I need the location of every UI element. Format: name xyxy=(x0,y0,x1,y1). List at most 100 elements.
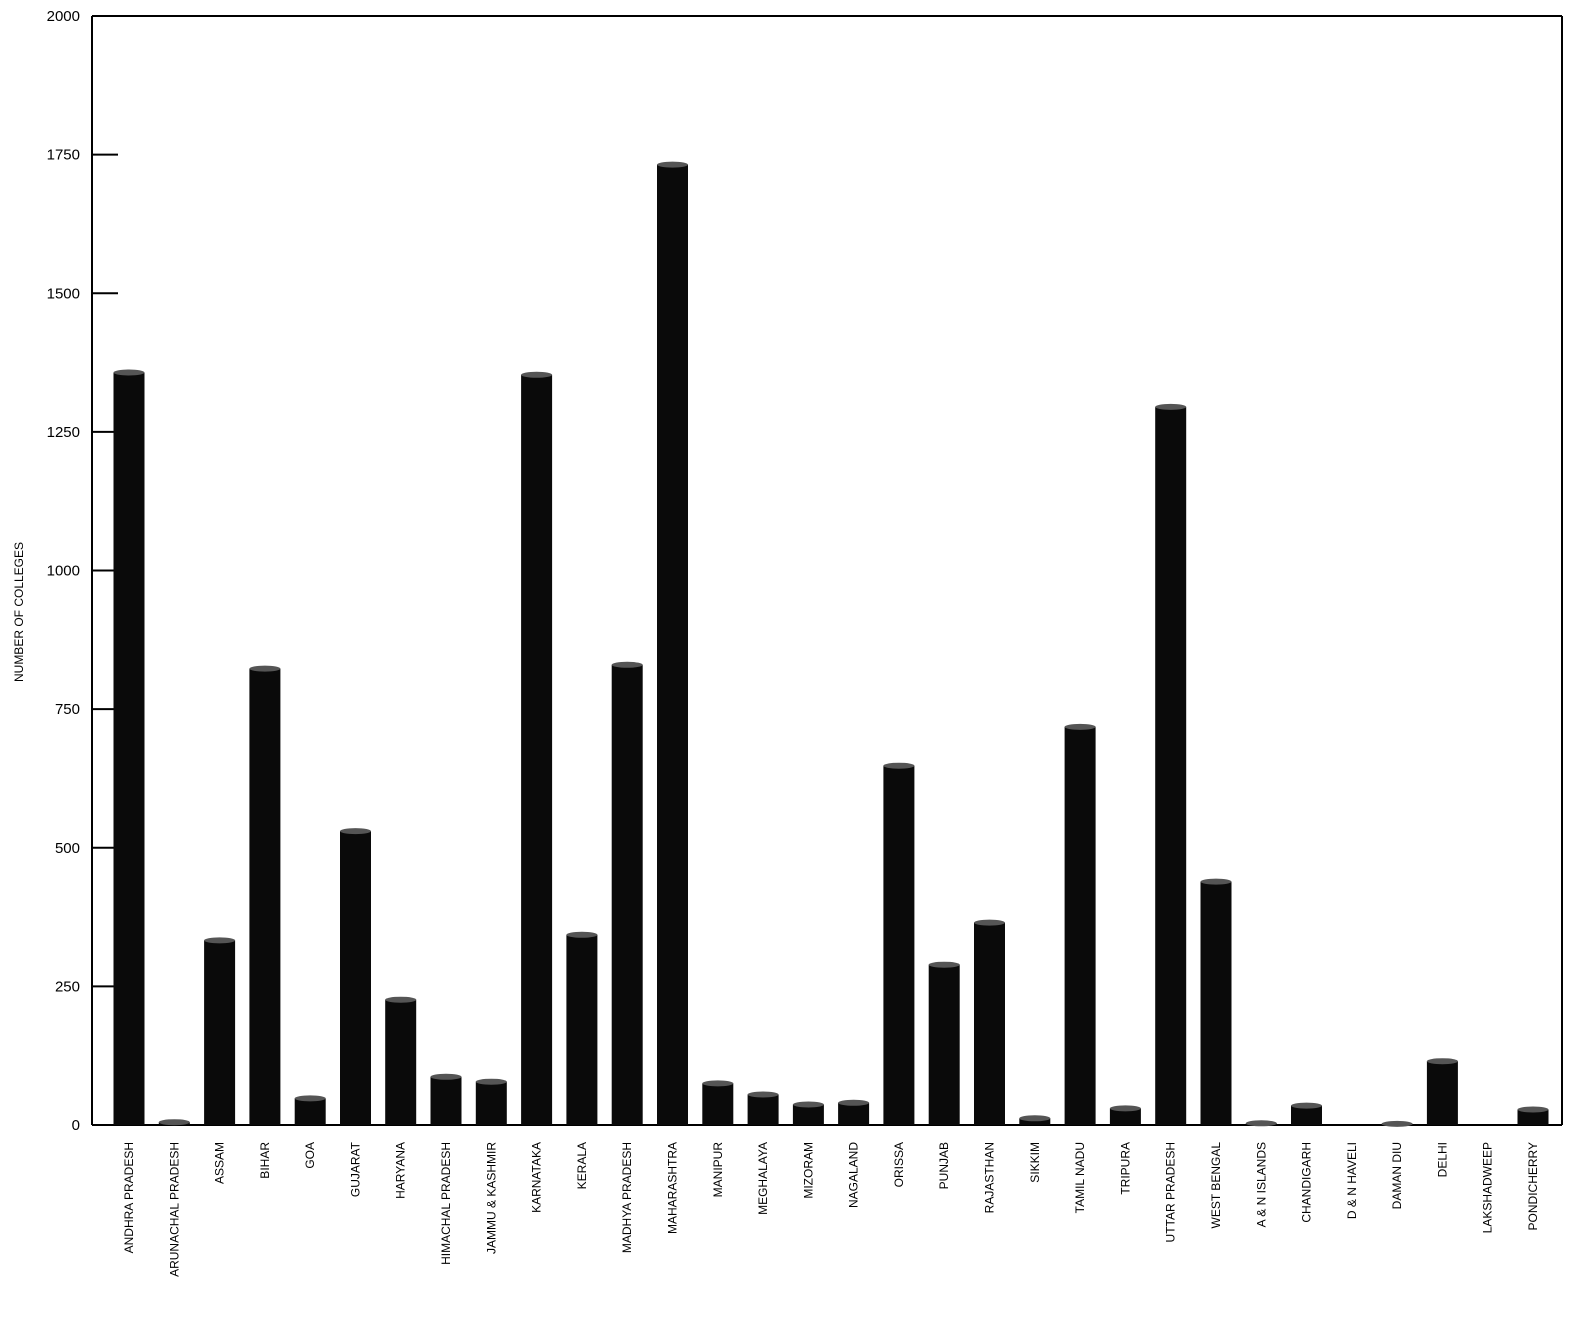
x-tick-label: MEGHALAYA xyxy=(756,1142,770,1215)
x-tick-label: CHANDIGARH xyxy=(1300,1142,1314,1223)
y-axis: 0 250 500 750 1000 1250 1500 1750 2000 xyxy=(47,8,118,1134)
bar xyxy=(1155,406,1187,1125)
bar-cap xyxy=(566,931,598,938)
bar-cap xyxy=(702,1080,734,1087)
bar xyxy=(521,374,553,1125)
bar xyxy=(1064,726,1096,1125)
x-tick-label: NAGALAND xyxy=(847,1142,861,1208)
bar-cap xyxy=(249,665,281,672)
bar xyxy=(747,1094,779,1125)
x-tick-label: ASSAM xyxy=(213,1142,227,1184)
x-tick-label: LAKSHADWEEP xyxy=(1481,1142,1495,1233)
x-tick-label: MIZORAM xyxy=(801,1142,815,1199)
x-tick-label: PUNJAB xyxy=(937,1142,951,1189)
plot-frame xyxy=(91,15,1563,1126)
x-tick-label: BIHAR xyxy=(258,1142,272,1179)
bar-cap xyxy=(1426,1058,1458,1065)
bar-cap xyxy=(1155,403,1187,410)
y-tick-label: 0 xyxy=(72,1117,80,1134)
bar-cap xyxy=(747,1091,779,1098)
x-tick-label: UTTAR PRADESH xyxy=(1164,1142,1178,1242)
bar-cap xyxy=(1291,1102,1322,1109)
x-tick-label: KERALA xyxy=(575,1142,589,1189)
x-tick-label: A & N ISLANDS xyxy=(1254,1142,1268,1227)
x-tick-label: ANDHRA PRADESH xyxy=(122,1142,136,1253)
bar xyxy=(883,765,915,1125)
bar xyxy=(1517,1109,1549,1125)
bar-cap xyxy=(385,996,417,1003)
bar-cap xyxy=(1200,878,1232,885)
bar xyxy=(430,1076,462,1125)
x-tick-label: TAMIL NADU xyxy=(1073,1142,1087,1213)
bar xyxy=(702,1083,734,1125)
x-tick-label: HARYANA xyxy=(394,1142,408,1199)
bar xyxy=(611,664,643,1125)
bar xyxy=(340,831,371,1125)
y-tick-label: 2000 xyxy=(47,8,80,25)
bar xyxy=(657,164,688,1126)
y-axis-title: NUMBER OF COLLEGES xyxy=(12,542,26,682)
x-tick-label: SIKKIM xyxy=(1028,1142,1042,1183)
x-tick-label: GUJARAT xyxy=(349,1141,363,1197)
bar-cap xyxy=(792,1101,824,1108)
bar xyxy=(1019,1118,1051,1125)
bar-cap xyxy=(611,661,643,668)
x-tick-label: MADHYA PRADESH xyxy=(620,1142,634,1253)
bar-cap xyxy=(158,1119,190,1126)
bar xyxy=(204,940,236,1125)
bar xyxy=(838,1102,870,1125)
x-tick-label: DAMAN DIU xyxy=(1390,1142,1404,1209)
bar xyxy=(475,1081,507,1125)
bar-cap xyxy=(928,961,960,968)
bar-cap xyxy=(340,828,371,835)
x-tick-label: TRIPURA xyxy=(1118,1142,1132,1195)
y-tick-label: 1000 xyxy=(47,563,80,580)
y-tick-label: 500 xyxy=(55,840,80,857)
x-tick-label: MANIPUR xyxy=(711,1142,725,1198)
bar-cap xyxy=(838,1099,870,1106)
bar xyxy=(974,922,1005,1125)
bars xyxy=(113,161,1549,1127)
bar xyxy=(385,999,417,1125)
y-tick-label: 1500 xyxy=(47,285,80,302)
bar xyxy=(928,964,960,1125)
bar-cap xyxy=(430,1073,462,1080)
x-tick-label: PONDICHERRY xyxy=(1526,1142,1540,1230)
x-tick-label: D & N HAVELI xyxy=(1345,1142,1359,1219)
x-tick-label: KARNATAKA xyxy=(530,1142,544,1213)
y-tick-label: 1250 xyxy=(47,424,80,441)
bar-cap xyxy=(657,161,688,168)
bar xyxy=(1109,1108,1141,1125)
bar-cap xyxy=(1019,1115,1051,1122)
x-axis: ANDHRA PRADESH ARUNACHAL PRADESH ASSAM BIHA… xyxy=(122,1141,1540,1277)
bar xyxy=(1426,1061,1458,1125)
bar xyxy=(792,1104,824,1125)
bar xyxy=(1200,881,1232,1125)
x-tick-label: HIMACHAL PRADESH xyxy=(439,1142,453,1265)
bar xyxy=(113,372,145,1125)
bar-cap xyxy=(204,937,236,944)
bar-cap xyxy=(1517,1106,1549,1113)
x-tick-label: ORISSA xyxy=(892,1142,906,1187)
x-tick-label: RAJASTHAN xyxy=(983,1142,997,1213)
x-tick-label: DELHI xyxy=(1435,1142,1449,1177)
bar-cap xyxy=(294,1095,326,1102)
bar-cap xyxy=(974,919,1005,926)
bar-cap xyxy=(113,369,145,376)
x-tick-label: JAMMU & KASHMIR xyxy=(484,1142,498,1254)
x-tick-label: WEST BENGAL xyxy=(1209,1142,1223,1229)
bar-cap xyxy=(475,1078,507,1085)
bar-cap xyxy=(521,371,553,378)
bar-cap xyxy=(883,762,915,769)
bar xyxy=(1291,1105,1322,1125)
bar-cap xyxy=(1245,1120,1277,1127)
x-tick-label: GOA xyxy=(303,1142,317,1169)
bar-cap xyxy=(1064,723,1096,730)
y-tick-label: 250 xyxy=(55,978,80,995)
bar xyxy=(566,934,598,1125)
x-tick-label: MAHARASHTRA xyxy=(666,1142,680,1234)
bar-cap xyxy=(1109,1105,1141,1112)
bar xyxy=(294,1098,326,1125)
